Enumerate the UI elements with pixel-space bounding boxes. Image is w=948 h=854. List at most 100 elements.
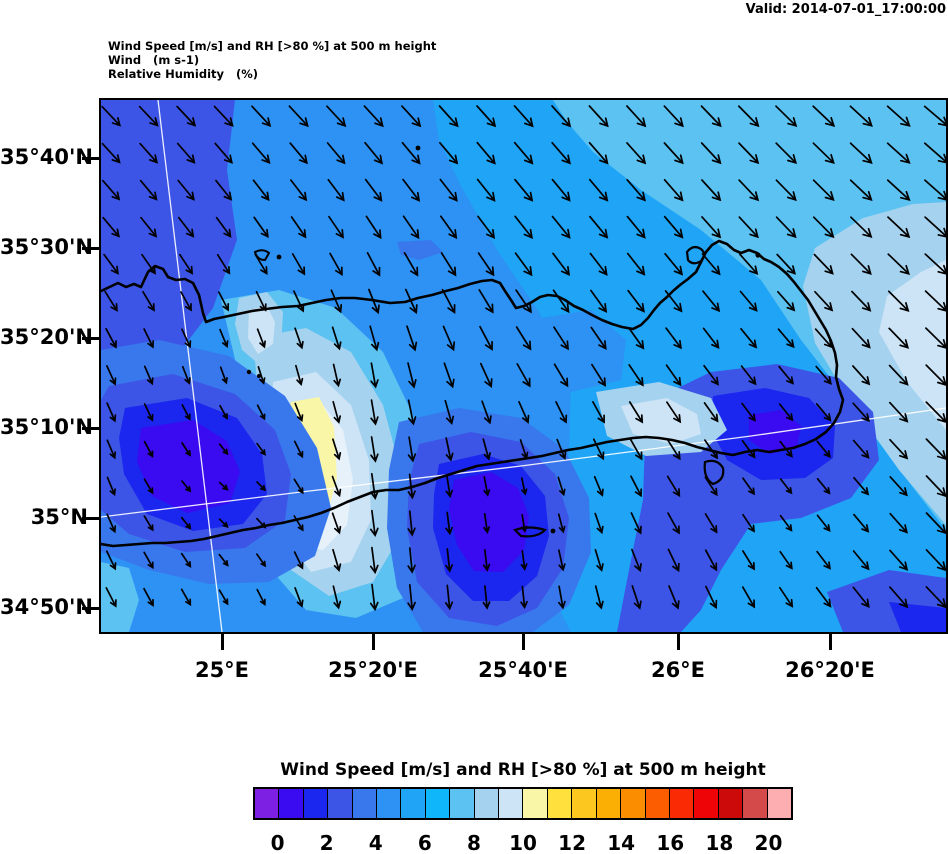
plot-title-line1: Wind Speed [m/s] and RH [>80 %] at 500 m… (108, 39, 437, 53)
colorbar-cell (669, 789, 695, 818)
wind-arrow (889, 549, 909, 571)
wind-arrow (141, 253, 157, 275)
wind-arrow (553, 326, 569, 351)
contour-band (101, 100, 237, 418)
wind-arrow (815, 403, 832, 422)
wind-arrow (925, 438, 946, 460)
wind-arrow (177, 216, 195, 238)
wind-arrow (925, 549, 946, 572)
colorbar-cell (279, 789, 304, 818)
wind-arrow (779, 550, 793, 570)
wind-arrow (106, 402, 117, 423)
wind-arrow (293, 478, 304, 495)
wind-arrow (663, 178, 684, 202)
wind-arrow (776, 253, 797, 275)
wind-arrow (215, 216, 232, 238)
wind-arrow (556, 438, 567, 461)
wind-arrow (701, 216, 722, 239)
wind-arrow (925, 475, 946, 498)
wind-arrow (590, 289, 608, 313)
wind-arrow (852, 365, 871, 386)
wind-arrow (663, 215, 684, 239)
wind-arrow (665, 364, 682, 387)
wind-arrow (888, 327, 910, 349)
wind-arrow (102, 179, 121, 201)
lon-tick (372, 632, 375, 650)
wind-arrow (853, 513, 870, 533)
wind-arrow (626, 142, 647, 165)
wind-arrow (368, 288, 380, 315)
wind-arrow (740, 365, 757, 386)
wind-arrow (628, 401, 644, 424)
lon-tick (221, 632, 224, 650)
colorbar-tick-label: 12 (558, 831, 586, 854)
wind-arrow (476, 141, 496, 165)
wind-arrow (181, 404, 191, 421)
lon-label: 26°20'E (785, 658, 875, 682)
islet-dot (550, 528, 556, 534)
wind-arrow (213, 105, 234, 127)
wind-arrow (740, 327, 758, 349)
wind-arrow (924, 253, 946, 275)
wind-arrow (102, 216, 120, 238)
wind-arrow (520, 514, 528, 533)
wind-arrow (101, 142, 121, 164)
wind-arrow (253, 216, 269, 239)
wind-arrow (177, 179, 195, 201)
colorbar-cell (377, 789, 402, 818)
wind-arrow (181, 480, 192, 493)
wind-arrow (143, 515, 154, 532)
wind-arrow (594, 585, 604, 610)
wind-arrow (630, 475, 643, 498)
wind-arrow (849, 179, 873, 202)
wind-arrow (369, 546, 379, 575)
wind-arrow (329, 252, 343, 277)
wind-arrow (370, 362, 379, 389)
wind-arrow (666, 438, 681, 461)
wind-arrow (105, 587, 117, 608)
colorbar-cell (572, 789, 597, 818)
valid-timestamp: Valid: 2014-07-01_17:00:00 (745, 2, 946, 17)
wind-arrow (326, 105, 347, 128)
wind-arrow (925, 327, 946, 349)
wind-arrow (812, 216, 835, 239)
plot-title-line3: Relative Humidity (%) (108, 67, 259, 81)
wind-arrow (290, 179, 308, 202)
contour-band (101, 562, 139, 632)
wind-arrow (629, 438, 643, 461)
wind-arrow (778, 586, 794, 608)
wind-arrow (705, 585, 718, 610)
wind-arrow (704, 549, 718, 572)
wind-arrow (594, 548, 604, 572)
wind-arrow (555, 401, 568, 424)
colorbar-cell (450, 789, 475, 818)
wind-arrow (291, 253, 306, 276)
wind-arrow (816, 477, 831, 495)
colorbar-tick-label: 4 (368, 831, 383, 854)
colorbar-cell (499, 789, 524, 818)
wind-arrow (181, 328, 192, 349)
wind-arrow (588, 105, 609, 128)
wind-arrow (742, 477, 756, 496)
wind-arrow (850, 253, 872, 275)
wind-arrow (777, 290, 796, 312)
wind-arrow (332, 585, 342, 610)
wind-arrow (514, 252, 533, 277)
wind-arrow (742, 513, 755, 533)
wind-arrow (332, 363, 342, 388)
wind-arrow (402, 215, 420, 240)
wind-arrow (290, 216, 307, 239)
wind-arrow (218, 589, 229, 606)
wind-arrow (140, 216, 158, 238)
wind-arrow (407, 510, 416, 537)
wind-arrow (143, 478, 154, 495)
contour-band (889, 602, 946, 632)
wind-arrow (445, 548, 454, 573)
wind-arrow (404, 288, 418, 315)
wind-arrow (889, 512, 908, 534)
wind-arrow (591, 363, 607, 387)
wind-arrow (742, 550, 756, 571)
wind-arrow (551, 105, 572, 128)
wind-arrow (813, 253, 834, 275)
contour-band (449, 472, 529, 572)
